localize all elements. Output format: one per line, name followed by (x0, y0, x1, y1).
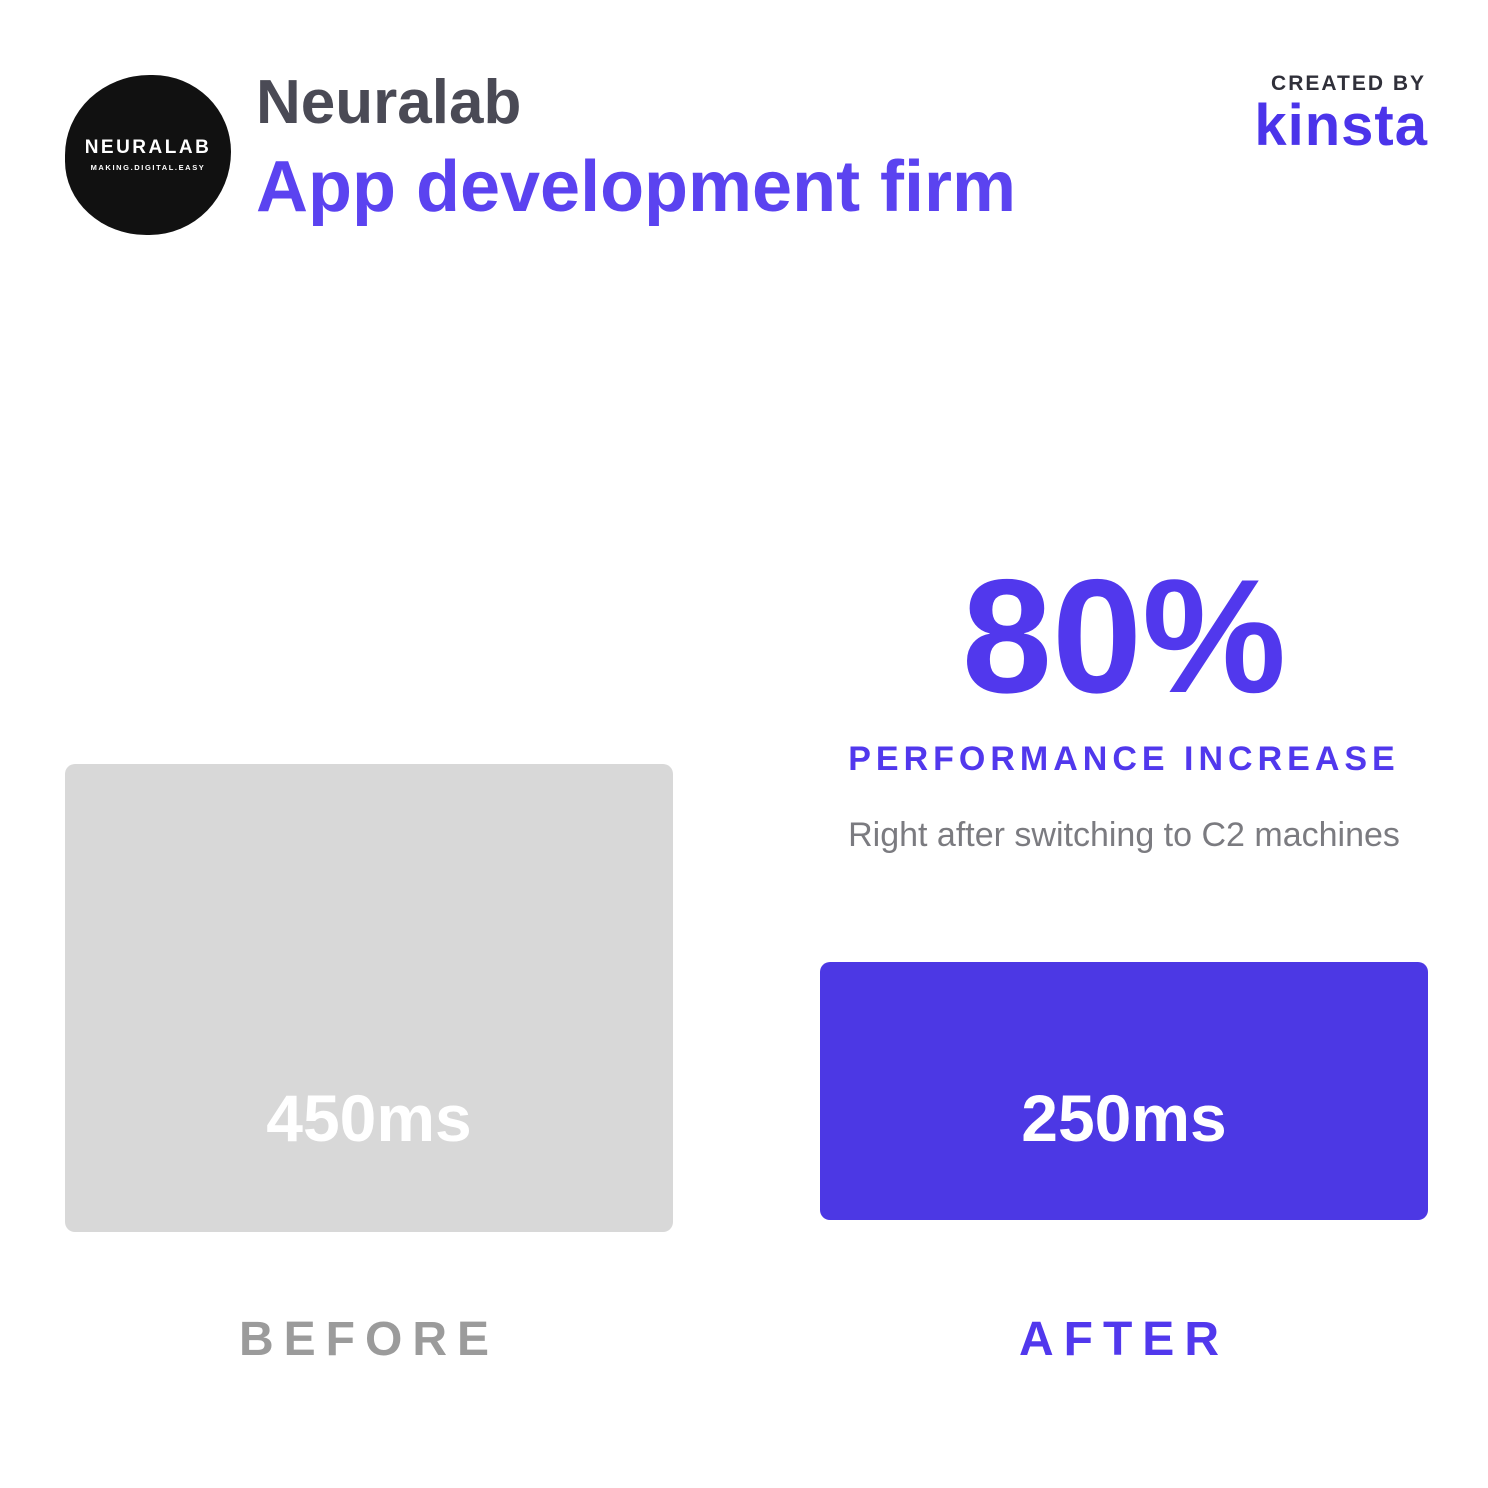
bar-before-value: 450ms (266, 1081, 472, 1155)
neuralab-logo-name: NEURALAB (84, 137, 212, 159)
company-name-heading: Neuralab (256, 68, 522, 137)
neuralab-logo: NEURALAB MAKING.DIGITAL.EASY (65, 75, 231, 235)
axis-label-after: AFTER (1019, 1313, 1229, 1366)
axis-label-before: BEFORE (238, 1313, 499, 1366)
kinsta-logo: kinsta (1254, 93, 1428, 158)
bar-after-value: 250ms (1021, 1081, 1227, 1155)
stat-percentage: 80% (961, 546, 1287, 727)
bar-after (820, 962, 1428, 1220)
neuralab-logo-tagline: MAKING.DIGITAL.EASY (90, 163, 206, 173)
bar-before (65, 764, 673, 1232)
stat-label: PERFORMANCE INCREASE (848, 740, 1400, 778)
company-type-heading: App development firm (256, 147, 1017, 227)
stat-description: Right after switching to C2 machines (848, 816, 1400, 854)
created-by-label: CREATED BY (1271, 72, 1426, 95)
